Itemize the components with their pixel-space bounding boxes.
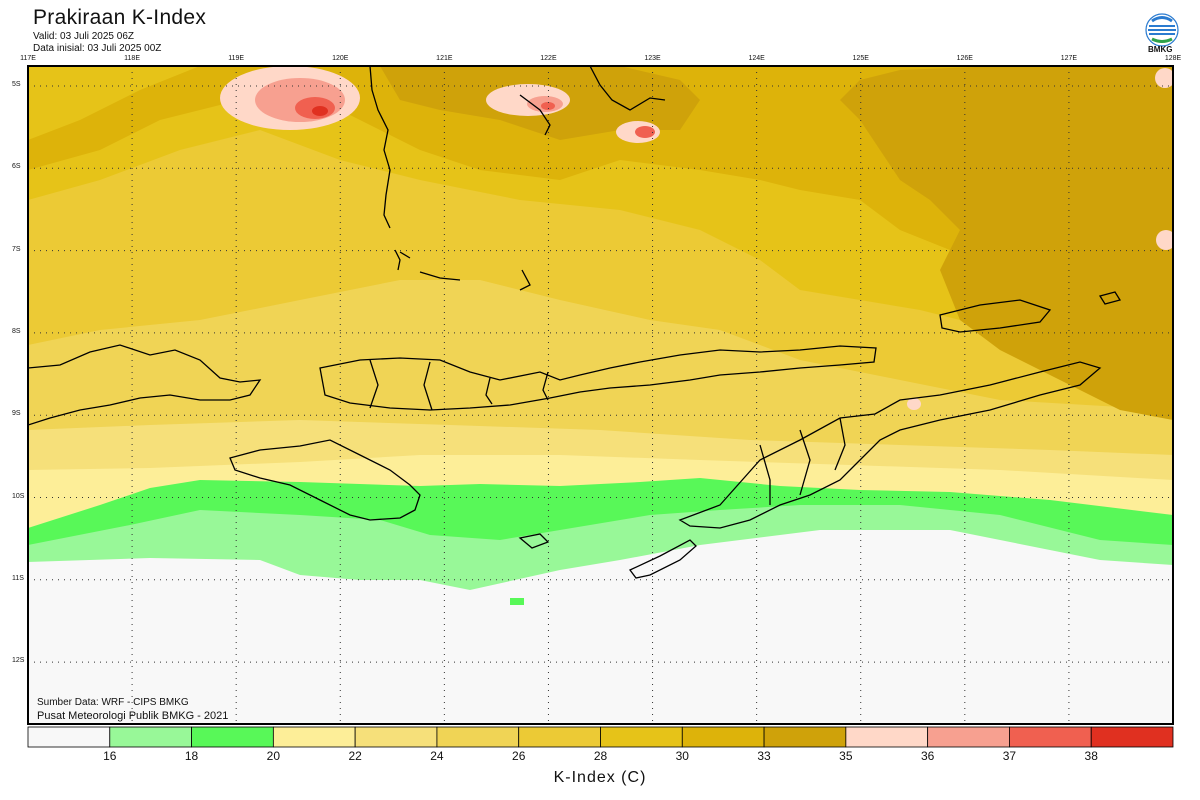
colorbar-swatch (518, 726, 601, 748)
cell-37-38-b (541, 102, 555, 110)
colorbar-tick-label: 26 (512, 749, 526, 763)
cell-35-36-e (907, 398, 921, 410)
colorbar-swatch (354, 726, 438, 748)
bmkg-logo-icon (1145, 13, 1179, 47)
colorbar-swatch (763, 726, 847, 748)
colorbar-tick-label: 36 (920, 749, 935, 763)
colorbar-swatch (436, 726, 520, 748)
coast-savu (518, 533, 550, 549)
cell-18-20-small (510, 598, 524, 605)
lat-label: 6S (12, 163, 21, 171)
lat-label: 7S (12, 245, 21, 253)
colorbar-swatch (1009, 726, 1092, 748)
coast-rote (628, 539, 697, 579)
cell-35-36-d (1156, 230, 1173, 250)
lon-label: 124E (748, 55, 765, 62)
coast-timor-divisions (759, 417, 846, 505)
coast-muna (519, 94, 551, 136)
colorbar-swatch (272, 726, 356, 748)
credit-line: Pusat Meteorologi Publik BMKG - 2021 (37, 710, 229, 722)
initial-data-time: Data inisial: 03 Juli 2025 00Z (33, 43, 162, 54)
map-frame (27, 65, 1174, 725)
colorbar-swatch (27, 726, 111, 748)
colorbar-tick-label: 22 (348, 749, 362, 763)
lon-label: 120E (332, 55, 349, 62)
lon-label: 118E (124, 55, 140, 62)
colorbar (27, 726, 1174, 748)
cell-36-37-a (255, 78, 345, 122)
colorbar-tick-label: 20 (266, 749, 281, 763)
land-outlines (28, 66, 1122, 579)
lon-label: 122E (540, 55, 557, 62)
lat-label: 10S (12, 492, 25, 500)
lon-label: 117E (20, 55, 36, 62)
data-source: Sumber Data: WRF - CIPS BMKG (37, 697, 189, 708)
lon-label: 127E (1060, 55, 1078, 62)
colorbar-swatch (1090, 726, 1174, 748)
coast-flores-divisions (369, 359, 549, 411)
colorbar-tick-label: 33 (757, 749, 771, 763)
colorbar-tick-label: 38 (1084, 749, 1098, 763)
colorbar-tick-label: 35 (839, 749, 853, 763)
lon-label: 125E (852, 55, 869, 62)
colorbar-tick-label: 28 (593, 749, 608, 763)
lat-label: 9S (12, 410, 21, 418)
colorbar-tick-label: 24 (430, 749, 444, 763)
lon-label: 128E (1164, 55, 1182, 62)
page-title: Prakiraan K-Index (33, 6, 207, 29)
colorbar-swatch (600, 726, 683, 748)
lon-label: 119E (228, 55, 245, 62)
coast-kisar (1098, 291, 1122, 305)
coast-sumba (229, 439, 421, 521)
cell-37-38-c (635, 126, 655, 138)
colorbar-swatch (109, 726, 192, 748)
colorbar-tick-label: 16 (103, 749, 117, 763)
coast-sumbawa (319, 345, 877, 411)
colorbar-tick-label: 37 (1002, 749, 1017, 763)
colorbar-swatch (927, 726, 1010, 748)
coast-sulawesi-south (369, 66, 391, 229)
lat-label: 5S (12, 81, 21, 88)
coast-timor (678, 361, 1102, 529)
field-33-35 (840, 66, 1173, 420)
colorbar-title: K-Index (C) (553, 769, 647, 786)
lon-label: 121E (436, 55, 453, 62)
lon-label: 123E (644, 55, 661, 62)
coast-islands-north (399, 251, 531, 291)
cell-above-38-a (312, 106, 328, 116)
colorbar-swatch (681, 726, 765, 748)
lat-label: 8S (12, 327, 21, 335)
colorbar-tick-label: 18 (184, 749, 199, 763)
coast-selayar (394, 249, 401, 271)
colorbar-tick-label: 30 (675, 749, 689, 763)
coast-alor-wetar (939, 299, 1052, 333)
lat-lon-grid (28, 66, 1173, 724)
k-index-field (28, 66, 1173, 724)
coast-buton (589, 66, 666, 111)
valid-time: Valid: 03 Juli 2025 06Z (33, 31, 134, 42)
colorbar-swatch (845, 726, 929, 748)
colorbar-swatch (191, 726, 274, 748)
logo-label: BMKG (1148, 45, 1173, 54)
coast-lombok (28, 344, 262, 426)
lat-label: 11S (12, 574, 24, 582)
cell-35-36-f (1155, 68, 1173, 88)
lon-label: 126E (956, 55, 973, 62)
lat-label: 12S (12, 657, 25, 665)
